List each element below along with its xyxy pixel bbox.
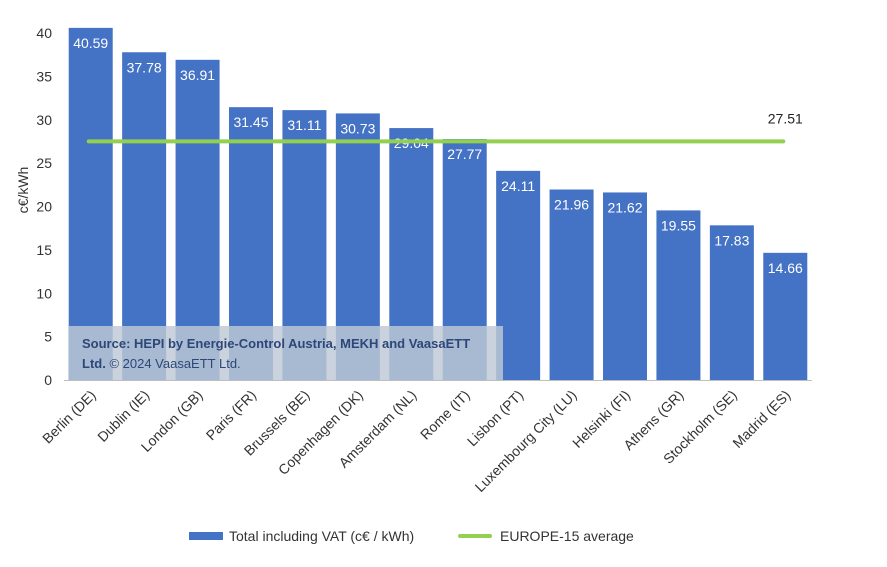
bar — [68, 27, 113, 381]
bar-value-label: 31.11 — [287, 117, 321, 133]
category-label: Madrid (ES) — [729, 387, 793, 451]
bar-value-label: 21.62 — [607, 199, 642, 215]
source-text: Source: HEPI by Energie-Control Austria,… — [82, 334, 497, 374]
legend-swatch-line — [458, 534, 492, 538]
bar — [656, 210, 701, 380]
legend-label-total-vat: Total including VAT (c€ / kWh) — [229, 528, 415, 544]
bar — [549, 189, 594, 380]
y-tick-label: 30 — [36, 112, 52, 128]
source-text-bold: Source: HEPI by Energie-Control Austria,… — [82, 336, 471, 371]
bar — [709, 225, 754, 380]
europe-average-value-label: 27.51 — [768, 110, 803, 126]
category-label: Dublin (IE) — [94, 387, 152, 445]
bar-value-label: 21.96 — [554, 196, 589, 212]
category-labels: Berlin (DE)Dublin (IE)London (GB)Paris (… — [39, 387, 793, 495]
category-label: Rome (IT) — [417, 387, 473, 443]
bar-value-label: 24.11 — [501, 178, 535, 194]
bar — [763, 252, 808, 380]
y-tick-label: 35 — [36, 68, 52, 84]
bar-value-label: 37.78 — [127, 59, 162, 75]
legend-label-europe-average: EUROPE-15 average — [500, 528, 634, 544]
bar-value-label: 40.59 — [73, 35, 108, 51]
legend-item-total-vat: Total including VAT (c€ / kWh) — [189, 528, 414, 544]
y-tick-label: 20 — [36, 199, 52, 215]
bar-value-label: 14.66 — [768, 260, 803, 276]
bar-value-label: 19.55 — [661, 217, 696, 233]
bar — [122, 52, 167, 381]
source-text-copyright: © 2024 VaasaETT Ltd. — [105, 356, 241, 371]
legend-item-europe-average: EUROPE-15 average — [458, 528, 634, 544]
y-tick-label: 40 — [36, 25, 52, 41]
bar-value-label: 31.45 — [233, 114, 268, 130]
category-label: Berlin (DE) — [39, 387, 99, 447]
y-tick-label: 0 — [44, 372, 52, 388]
bar — [603, 192, 647, 380]
bar-value-label: 17.83 — [714, 232, 749, 248]
bar-value-label: 36.91 — [180, 67, 215, 83]
bar-value-label: 27.77 — [447, 146, 482, 162]
y-axis-label: c€/kWh — [15, 167, 31, 214]
y-axis-ticks: 0 5 10 15 20 25 30 35 40 — [36, 25, 52, 388]
y-tick-label: 25 — [36, 155, 52, 171]
legend-swatch-bar — [189, 532, 223, 540]
y-tick-label: 5 — [44, 329, 52, 345]
legend: Total including VAT (c€ / kWh) EUROPE-15… — [0, 528, 887, 550]
source-note: Source: HEPI by Energie-Control Austria,… — [69, 326, 503, 380]
category-label: Luxembourg City (LU) — [472, 387, 580, 495]
y-tick-label: 10 — [36, 285, 52, 301]
bar — [496, 170, 541, 380]
category-label: Paris (FR) — [203, 387, 259, 443]
y-tick-label: 15 — [36, 242, 52, 258]
bar-value-label: 30.73 — [340, 120, 375, 136]
